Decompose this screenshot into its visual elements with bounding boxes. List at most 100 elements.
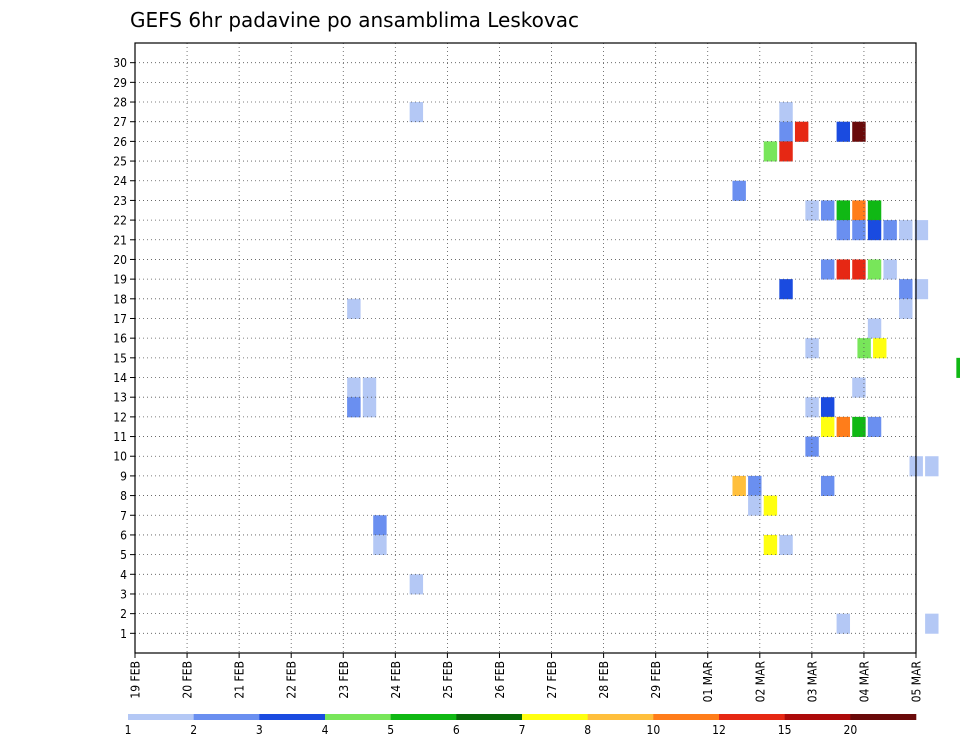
data-cell	[732, 475, 746, 496]
data-cell	[852, 220, 866, 241]
y-tick-label: 9	[120, 469, 127, 483]
data-cell	[763, 141, 778, 162]
x-tick-label: 19 FEB	[129, 661, 143, 699]
data-cell	[925, 613, 939, 634]
plot-frame	[134, 42, 917, 654]
y-tick-label: 27	[113, 115, 127, 129]
x-tick-label: 26 FEB	[493, 661, 507, 699]
data-cell	[852, 121, 866, 142]
legend-swatch	[719, 714, 785, 720]
legend-swatch	[456, 714, 523, 720]
data-cell	[836, 613, 851, 634]
legend-label: 12	[712, 723, 726, 737]
data-cell	[899, 220, 913, 241]
data-cell	[347, 377, 361, 398]
data-cell	[362, 377, 377, 398]
y-tick-label: 7	[120, 509, 127, 523]
data-cell	[956, 357, 960, 378]
x-tick-label: 05 MAR	[910, 661, 924, 703]
data-cell	[883, 259, 897, 280]
data-cell	[857, 338, 871, 359]
data-cell	[805, 338, 819, 359]
x-tick-label: 01 MAR	[701, 661, 715, 703]
legend-label: 3	[256, 723, 263, 737]
data-cell	[779, 534, 793, 556]
y-tick-label: 25	[113, 155, 127, 169]
data-cell	[748, 475, 762, 496]
data-cell	[763, 534, 778, 556]
data-cell	[779, 121, 793, 142]
data-cell	[852, 200, 866, 221]
y-tick-label: 17	[113, 312, 127, 326]
data-cell	[820, 416, 835, 437]
x-tick-label: 23 FEB	[337, 661, 351, 699]
legend-swatch	[522, 714, 588, 720]
y-tick-label: 1	[120, 627, 127, 641]
data-cell	[852, 259, 866, 280]
legend-label: 8	[584, 723, 591, 737]
data-cell	[763, 495, 778, 516]
data-cell	[867, 220, 882, 241]
y-tick-label: 21	[113, 233, 127, 247]
x-tick-label: 22 FEB	[285, 661, 299, 699]
legend-swatch	[390, 714, 457, 720]
y-tick-label: 2	[120, 607, 127, 621]
data-cell	[732, 180, 746, 201]
grid-layer	[135, 43, 916, 653]
data-cell	[852, 416, 866, 437]
data-cell	[914, 220, 929, 241]
legend-swatch	[259, 714, 326, 720]
data-cell	[873, 338, 887, 359]
data-cell	[748, 495, 762, 516]
y-tick-label: 13	[113, 391, 127, 405]
data-cell	[820, 259, 835, 280]
legend-label: 6	[453, 723, 460, 737]
data-cell	[373, 515, 387, 536]
y-tick-label: 23	[113, 194, 127, 208]
legend-swatch	[325, 714, 391, 720]
legend-swatch	[128, 714, 194, 720]
legend-label: 2	[190, 723, 197, 737]
x-axis: 19 FEB 20 FEB 21 FEB 22 FEB 23 FEB 24 FEB 25 F…	[129, 653, 924, 702]
legend-swatch	[784, 714, 851, 720]
legend-label: 5	[387, 723, 394, 737]
legend-label: 15	[778, 723, 792, 737]
data-cell	[867, 259, 882, 280]
data-cell	[867, 200, 882, 221]
legend-swatch	[193, 714, 260, 720]
data-cell	[883, 220, 897, 241]
data-cell	[820, 200, 835, 221]
data-cell	[779, 102, 793, 123]
x-tick-label: 27 FEB	[545, 661, 559, 699]
y-tick-label: 28	[113, 96, 127, 110]
data-cell	[836, 121, 851, 142]
legend-label: 4	[322, 723, 329, 737]
y-tick-label: 5	[120, 548, 127, 562]
data-cell	[409, 574, 424, 595]
y-tick-label: 29	[113, 76, 127, 90]
x-tick-label: 28 FEB	[597, 661, 611, 699]
x-tick-label: 24 FEB	[389, 661, 403, 699]
y-tick-label: 22	[113, 214, 127, 228]
y-axis: 1234567891011121314151617181920212223242…	[113, 56, 135, 641]
y-tick-label: 10	[113, 450, 127, 464]
x-tick-label: 20 FEB	[181, 661, 195, 699]
legend-swatch	[653, 714, 720, 720]
y-tick-label: 14	[113, 371, 127, 385]
data-cell	[836, 220, 851, 241]
data-cell	[836, 200, 851, 221]
data-cell	[779, 279, 793, 300]
data-cell	[820, 397, 835, 418]
data-cell	[867, 416, 882, 437]
data-cell	[373, 534, 387, 556]
data-cell	[914, 279, 929, 300]
y-tick-label: 3	[120, 587, 127, 601]
y-tick-label: 18	[113, 292, 127, 306]
cells-layer	[347, 102, 960, 634]
data-cell	[899, 298, 913, 319]
y-tick-label: 26	[113, 135, 127, 149]
legend-label: 1	[125, 723, 132, 737]
chart-title: GEFS 6hr padavine po ansamblima Leskovac	[130, 8, 579, 32]
x-tick-label: 29 FEB	[649, 661, 663, 699]
